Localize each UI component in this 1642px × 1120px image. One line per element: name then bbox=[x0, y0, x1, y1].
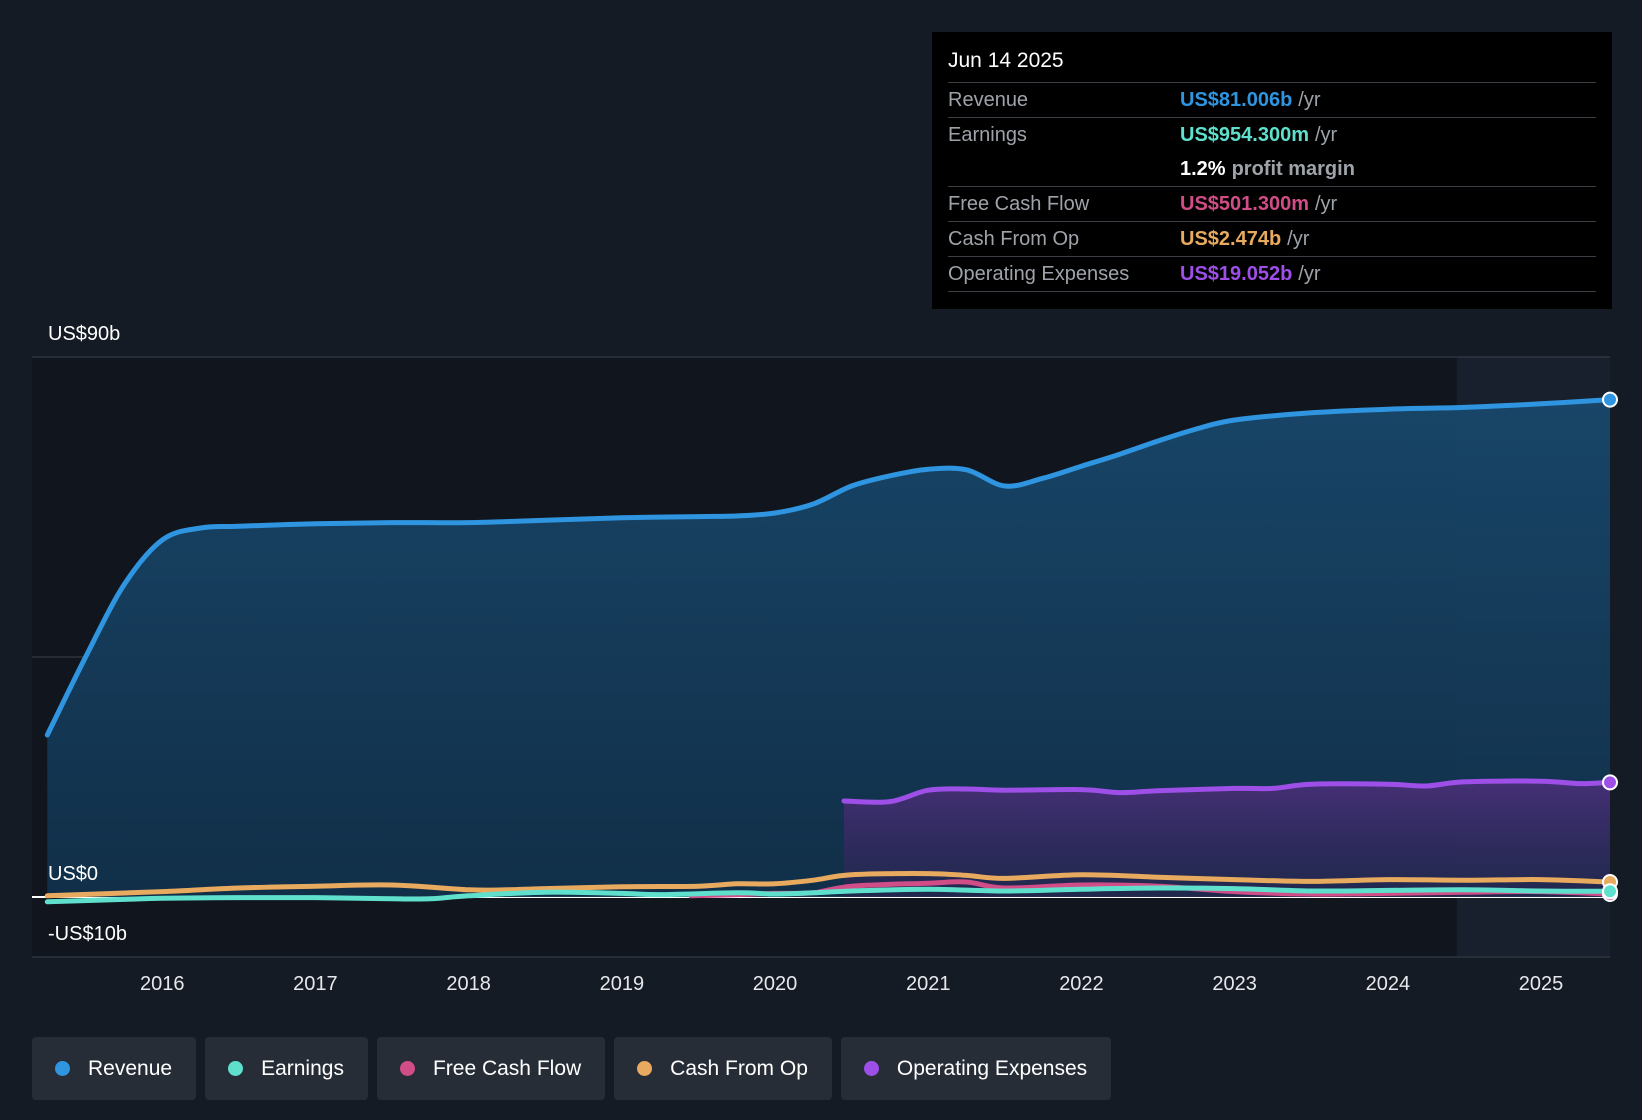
tooltip-row-revenue: Revenue US$81.006b /yr bbox=[948, 83, 1596, 118]
legend-item-earnings[interactable]: Earnings bbox=[205, 1037, 368, 1100]
tooltip-label: Revenue bbox=[948, 88, 1029, 111]
tooltip-unit: /yr bbox=[1314, 123, 1338, 146]
tooltip-value: US$2.474b bbox=[1180, 227, 1282, 250]
legend-label: Free Cash Flow bbox=[432, 1056, 582, 1080]
chart-legend: Revenue Earnings Free Cash Flow Cash Fro… bbox=[32, 1037, 1112, 1100]
profit-margin-text: profit margin bbox=[1231, 157, 1355, 180]
tooltip-value: US$954.300m bbox=[1180, 123, 1309, 146]
tooltip-row-cash-from-op: Cash From Op US$2.474b /yr bbox=[948, 222, 1596, 257]
tooltip-value: US$81.006b bbox=[1180, 88, 1293, 111]
legend-dot-icon bbox=[399, 1061, 415, 1076]
series-lines bbox=[44, 397, 1613, 905]
tooltip-row-earnings: Earnings US$954.300m /yr bbox=[948, 118, 1596, 152]
operating-expenses-line bbox=[841, 778, 1613, 805]
legend-dot-icon bbox=[55, 1061, 70, 1076]
x-tick-label: 2020 bbox=[753, 973, 798, 995]
x-tick-label: 2018 bbox=[446, 973, 491, 995]
x-tick-label: 2023 bbox=[1212, 973, 1257, 995]
x-tick-label: 2022 bbox=[1059, 973, 1104, 995]
tooltip-row-free-cash-flow: Free Cash Flow US$501.300m /yr bbox=[948, 187, 1596, 222]
x-axis-ticks: 2016 2017 2018 2019 2020 2021 2022 2023 2024 2025 bbox=[140, 973, 1563, 995]
legend-item-revenue[interactable]: Revenue bbox=[32, 1037, 197, 1100]
y-label-bottom: -US$10b bbox=[48, 923, 127, 945]
tooltip-date: Jun 14 2025 bbox=[948, 46, 1596, 83]
y-label-top: US$90b bbox=[48, 323, 120, 345]
cash-from-op-line bbox=[44, 871, 1613, 899]
x-tick-label: 2019 bbox=[600, 973, 645, 995]
series-end-markers bbox=[1602, 391, 1618, 902]
x-tick-label: 2016 bbox=[140, 973, 185, 995]
earnings-line bbox=[44, 885, 1613, 905]
tooltip-unit: /yr bbox=[1298, 262, 1321, 285]
legend-item-free-cash-flow[interactable]: Free Cash Flow bbox=[376, 1037, 606, 1100]
earnings-end-marker bbox=[1602, 883, 1618, 900]
legend-label: Operating Expenses bbox=[896, 1056, 1088, 1080]
tooltip-row-profit-margin: 1.2% profit margin bbox=[948, 152, 1596, 187]
revenue-end-marker bbox=[1602, 391, 1618, 408]
tooltip-label: Operating Expenses bbox=[948, 262, 1130, 285]
x-tick-label: 2025 bbox=[1519, 973, 1564, 995]
legend-dot-icon bbox=[637, 1061, 653, 1076]
profit-margin-value: 1.2% bbox=[1180, 157, 1226, 180]
legend-label: Earnings bbox=[261, 1056, 344, 1080]
tooltip-unit: /yr bbox=[1314, 192, 1338, 215]
operating-expenses-area bbox=[843, 781, 1610, 897]
x-tick-label: 2021 bbox=[906, 973, 951, 995]
legend-dot-icon bbox=[228, 1061, 244, 1076]
tooltip-label: Cash From Op bbox=[948, 227, 1080, 250]
legend-dot-icon bbox=[863, 1061, 879, 1076]
tooltip-value: US$501.300m bbox=[1180, 192, 1309, 215]
x-tick-label: 2024 bbox=[1366, 973, 1411, 995]
operating-expenses-end-marker bbox=[1602, 774, 1618, 791]
tooltip-label: Earnings bbox=[948, 123, 1027, 146]
y-label-zero: US$0 bbox=[48, 863, 98, 885]
tooltip-row-operating-expenses: Operating Expenses US$19.052b /yr bbox=[948, 257, 1596, 292]
revenue-line bbox=[44, 397, 1613, 738]
legend-label: Cash From Op bbox=[670, 1056, 808, 1080]
legend-label: Revenue bbox=[88, 1056, 173, 1080]
tooltip-value: US$19.052b bbox=[1180, 262, 1293, 285]
tooltip-unit: /yr bbox=[1298, 88, 1321, 111]
legend-item-cash-from-op[interactable]: Cash From Op bbox=[614, 1037, 832, 1100]
x-tick-label: 2017 bbox=[293, 973, 338, 995]
tooltip-label: Free Cash Flow bbox=[948, 192, 1090, 215]
legend-item-operating-expenses[interactable]: Operating Expenses bbox=[840, 1037, 1112, 1100]
tooltip-unit: /yr bbox=[1287, 227, 1310, 250]
data-tooltip: Jun 14 2025 Revenue US$81.006b /yr Earni… bbox=[932, 32, 1612, 309]
